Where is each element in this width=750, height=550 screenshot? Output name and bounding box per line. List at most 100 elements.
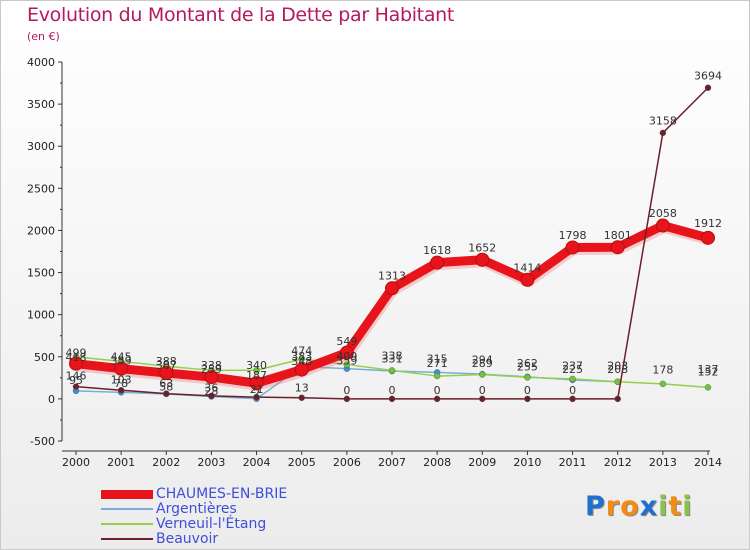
y-tick-label: 1000 — [27, 309, 55, 322]
data-label: 178 — [652, 364, 673, 377]
data-point — [72, 383, 80, 390]
data-point — [253, 393, 260, 401]
x-tick-label: 2000 — [62, 456, 90, 469]
legend: CHAUMES-EN-BRIE Argentières Verneuil-l'Éta… — [101, 486, 361, 547]
data-label: 225 — [562, 363, 583, 376]
data-label: 3694 — [694, 70, 722, 83]
logo-letter: x — [639, 491, 659, 522]
data-label: 388 — [156, 355, 177, 368]
legend-label: CHAUMES-EN-BRIE — [156, 486, 288, 502]
data-point — [659, 380, 667, 388]
data-label: 0 — [524, 384, 531, 397]
data-point — [159, 366, 174, 381]
x-tick-label: 2011 — [559, 456, 587, 469]
legend-swatch — [101, 538, 153, 540]
data-label: 383 — [291, 350, 312, 363]
data-point — [479, 371, 486, 378]
data-label: 203 — [607, 363, 628, 376]
data-label: 474 — [291, 344, 312, 357]
data-point — [704, 384, 712, 391]
x-tick-label: 2010 — [513, 456, 541, 469]
data-label: 2 — [253, 387, 260, 400]
data-label: 103 — [111, 374, 132, 387]
data-point — [704, 84, 712, 91]
logo-letter: t — [668, 491, 683, 522]
data-point — [298, 355, 305, 363]
data-label: 259 — [201, 363, 222, 376]
data-label: 1313 — [378, 269, 406, 282]
data-label: 262 — [517, 357, 538, 370]
data-point — [430, 255, 445, 270]
y-tick-label: 3000 — [27, 140, 55, 153]
data-label: 1414 — [513, 262, 541, 275]
x-tick-label: 2008 — [423, 456, 451, 469]
data-point — [208, 392, 215, 400]
x-tick-label: 2006 — [333, 456, 361, 469]
data-point — [433, 372, 441, 380]
data-point — [655, 218, 670, 233]
data-point — [569, 395, 576, 403]
data-label: 445 — [111, 351, 132, 364]
data-label: 36 — [204, 381, 218, 394]
data-label: 409 — [336, 350, 357, 363]
data-label: 63 — [159, 377, 173, 390]
data-point — [114, 361, 129, 376]
y-tick-label: 3500 — [27, 98, 55, 111]
logo-letter: r — [605, 491, 621, 522]
legend-label: Argentières — [156, 501, 237, 517]
data-label: 0 — [343, 384, 350, 397]
data-label: 1652 — [468, 242, 496, 255]
data-point — [524, 395, 531, 403]
data-point — [659, 129, 667, 137]
data-label: 2058 — [649, 207, 677, 220]
data-point — [69, 356, 83, 371]
data-label: 3158 — [649, 114, 677, 127]
data-label: 0 — [569, 384, 576, 397]
data-point — [339, 345, 354, 360]
data-point — [701, 230, 715, 245]
legend-swatch — [101, 523, 153, 525]
unit-label: (en €) — [27, 30, 60, 43]
x-tick-label: 2014 — [694, 456, 722, 469]
data-label: 255 — [517, 360, 538, 373]
data-label: 307 — [156, 359, 177, 372]
data-label: 152 — [698, 365, 719, 378]
data-label: 0 — [479, 384, 486, 397]
data-point — [388, 395, 396, 403]
data-label: 271 — [427, 357, 448, 370]
legend-item: CHAUMES-EN-BRIE — [101, 486, 361, 502]
x-tick-label: 2003 — [197, 456, 225, 469]
data-label: 187 — [246, 369, 267, 382]
y-tick-label: 2500 — [27, 182, 55, 195]
data-point — [343, 361, 351, 368]
data-point — [388, 367, 396, 374]
x-tick-label: 2001 — [107, 456, 135, 469]
data-label: 549 — [336, 335, 357, 348]
data-label: 28 — [204, 385, 218, 398]
data-label: 1912 — [694, 217, 722, 230]
data-point — [163, 390, 170, 397]
y-tick-label: 500 — [34, 351, 55, 364]
legend-item: Beauvoir — [101, 531, 361, 547]
data-label: 289 — [472, 357, 493, 370]
data-point — [610, 240, 625, 255]
data-point — [569, 375, 576, 383]
data-label: 1798 — [559, 229, 587, 242]
x-tick-label: 2009 — [468, 456, 496, 469]
data-point — [475, 252, 490, 267]
logo-letter: P — [585, 491, 606, 522]
data-label: 237 — [562, 359, 583, 372]
data-point — [343, 395, 351, 403]
legend-swatch — [101, 508, 153, 510]
x-tick-label: 2002 — [152, 456, 180, 469]
data-label: 203 — [607, 359, 628, 372]
x-tick-label: 2007 — [378, 456, 406, 469]
data-label: 0 — [434, 384, 441, 397]
data-label: 95 — [69, 374, 83, 387]
data-point — [294, 362, 309, 377]
x-tick-label: 2012 — [604, 456, 632, 469]
data-point — [614, 395, 621, 403]
logo-letter: i — [658, 491, 669, 522]
data-label: 359 — [336, 354, 357, 367]
